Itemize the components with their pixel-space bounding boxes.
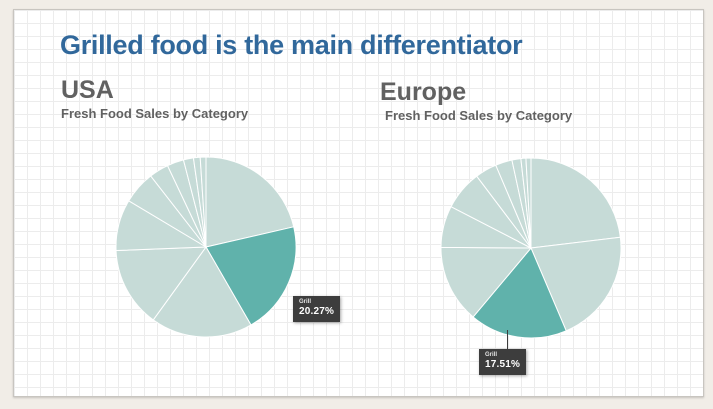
tooltip-label: Grill	[485, 352, 498, 358]
pie-slice-grill[interactable]	[472, 247, 567, 339]
pie-slice[interactable]	[152, 246, 252, 338]
pie-slice[interactable]	[525, 157, 532, 249]
usa-chart-subtitle: Fresh Food Sales by Category	[61, 106, 249, 121]
pie-slice[interactable]	[115, 246, 207, 321]
usa-chart-heading: USA	[61, 76, 114, 104]
pie-slice[interactable]	[199, 156, 207, 248]
pie-slice-grill[interactable]	[205, 226, 297, 326]
usa-grill-tooltip: Grill 20.27%	[293, 296, 341, 322]
pie-slice[interactable]	[530, 157, 621, 249]
pie-slice[interactable]	[530, 236, 622, 332]
europe-tooltip-leader-line	[507, 330, 508, 350]
europe-chart-heading: Europe	[380, 78, 467, 106]
slide-title: Grilled food is the main differentiator	[60, 30, 523, 60]
tooltip-value: 17.51%	[485, 359, 521, 370]
usa-pie-chart[interactable]	[115, 156, 297, 338]
tooltip-value: 20.27%	[299, 306, 335, 317]
europe-chart-subtitle: Fresh Food Sales by Category	[385, 108, 573, 123]
europe-grill-tooltip: Grill 17.51%	[479, 349, 527, 375]
slide-panel: Grilled food is the main differentiator …	[13, 9, 704, 397]
pie-slice[interactable]	[205, 156, 295, 248]
europe-pie-chart[interactable]	[440, 157, 622, 339]
pie-slice[interactable]	[440, 246, 532, 318]
tooltip-label: Grill	[299, 299, 312, 305]
